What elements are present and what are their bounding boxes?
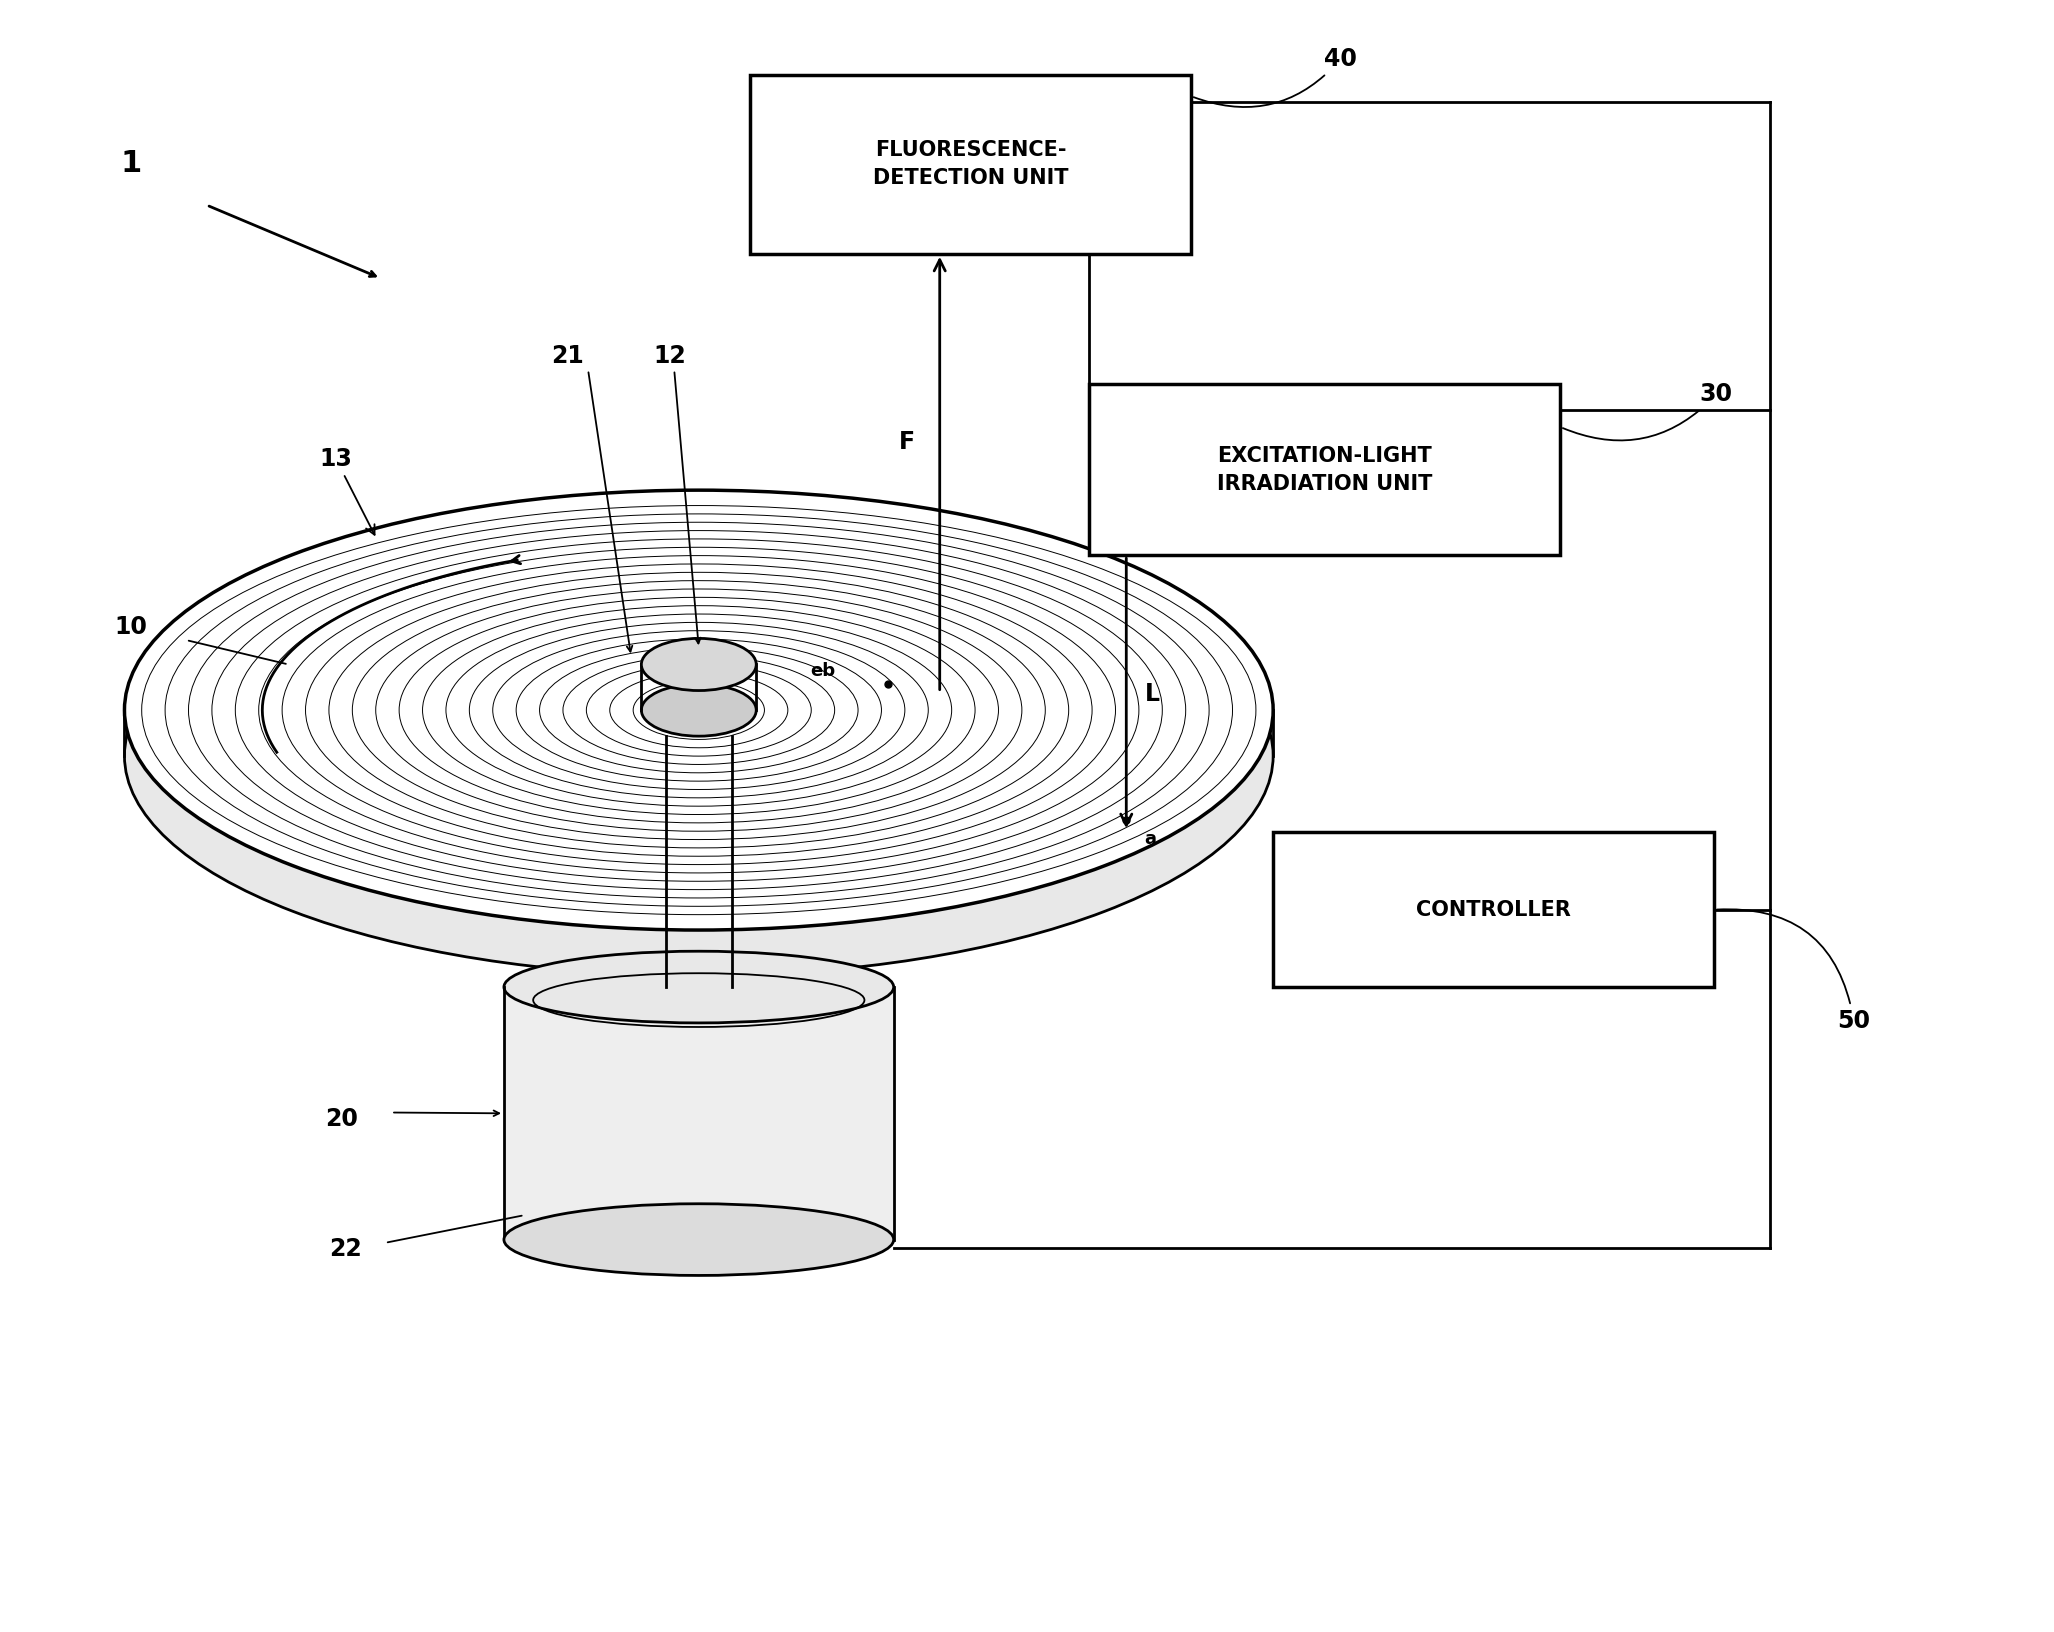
Text: 10: 10 xyxy=(115,615,148,638)
FancyBboxPatch shape xyxy=(1273,832,1715,987)
Text: eb: eb xyxy=(811,663,836,681)
Ellipse shape xyxy=(503,951,893,1023)
Ellipse shape xyxy=(641,638,756,690)
FancyBboxPatch shape xyxy=(750,75,1191,255)
Text: 20: 20 xyxy=(325,1106,357,1131)
Text: EXCITATION-LIGHT
IRRADIATION UNIT: EXCITATION-LIGHT IRRADIATION UNIT xyxy=(1216,446,1432,494)
Text: 30: 30 xyxy=(1563,382,1734,441)
Ellipse shape xyxy=(125,535,1273,976)
Text: 50: 50 xyxy=(1717,909,1871,1033)
Ellipse shape xyxy=(641,684,756,736)
Polygon shape xyxy=(503,987,893,1240)
Text: FLUORESCENCE-
DETECTION UNIT: FLUORESCENCE- DETECTION UNIT xyxy=(873,140,1068,188)
Text: 21: 21 xyxy=(550,344,583,369)
FancyBboxPatch shape xyxy=(1089,384,1561,555)
Text: a: a xyxy=(1144,831,1156,849)
Ellipse shape xyxy=(125,490,1273,930)
Text: 13: 13 xyxy=(318,447,374,535)
Text: 12: 12 xyxy=(653,344,686,369)
Text: CONTROLLER: CONTROLLER xyxy=(1415,899,1571,920)
Text: 22: 22 xyxy=(329,1237,362,1262)
Text: 1: 1 xyxy=(121,150,142,178)
Text: 40: 40 xyxy=(1193,47,1358,108)
Text: F: F xyxy=(900,429,914,454)
Text: L: L xyxy=(1144,682,1161,707)
Ellipse shape xyxy=(503,1204,893,1276)
